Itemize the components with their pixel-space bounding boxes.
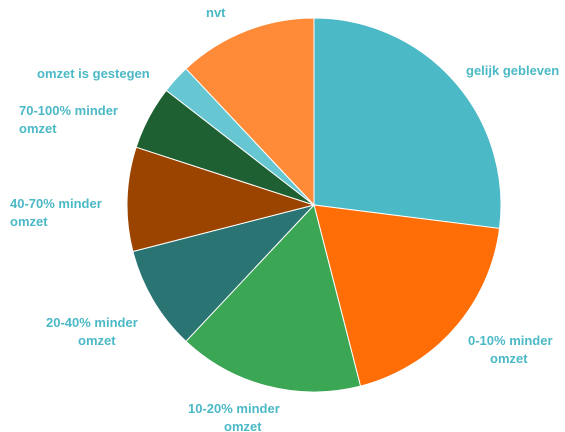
pie-slice-5: [126, 146, 316, 253]
pie-slice-8: [185, 17, 315, 207]
pie-label-1: gelijk gebleven: [466, 63, 559, 78]
pie-slices: [126, 17, 502, 393]
pie-label-5: 40-70% minder omzet: [10, 196, 102, 229]
pie-label-8: nvt: [206, 5, 226, 20]
pie-label-2: 0-10% minder omzet: [468, 333, 553, 366]
pie-slice-4: [132, 204, 316, 343]
pie-label-4: 20-40% minder omzet: [46, 315, 138, 348]
pie-slice-3: [185, 203, 362, 393]
pie-slice-2: [313, 204, 501, 387]
pie-labels: gelijk gebleven 0-10% minder omzet 10-20% m…: [10, 5, 559, 432]
pie-label-6: 70-100% minder omzet: [19, 103, 118, 136]
pie-slice-1: [313, 17, 502, 229]
pie-label-3: 10-20% minder omzet: [188, 401, 280, 432]
pie-label-7: omzet is gestegen: [37, 66, 150, 81]
